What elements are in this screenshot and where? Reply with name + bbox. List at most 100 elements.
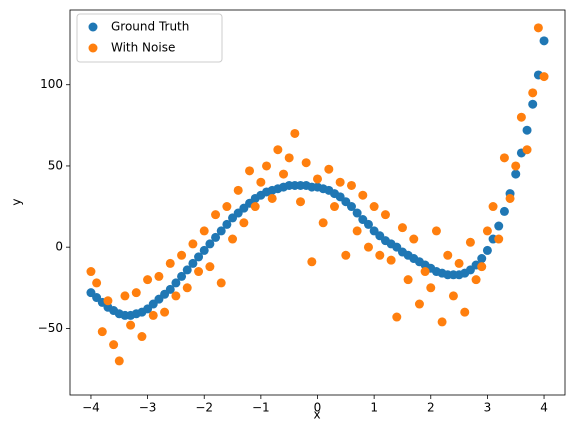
scatter-point [154, 271, 164, 281]
x-tick-label: −4 [82, 401, 100, 415]
scatter-point [409, 234, 419, 244]
scatter-point [380, 210, 390, 220]
scatter-point [431, 226, 441, 236]
scatter-point [375, 250, 385, 260]
scatter-point [143, 275, 153, 285]
legend-label: Ground Truth [111, 20, 189, 34]
scatter-point [205, 262, 215, 272]
scatter-point [539, 72, 549, 82]
scatter-point [522, 145, 532, 155]
scatter-point [443, 250, 453, 260]
scatter-point [397, 223, 407, 233]
scatter-point [273, 145, 283, 155]
scatter-point [165, 284, 175, 294]
scatter-point [228, 234, 238, 244]
scatter-point [216, 278, 226, 288]
scatter-point [437, 317, 447, 327]
scatter-point [296, 197, 306, 207]
scatter-point [313, 174, 322, 184]
scatter-point [194, 252, 204, 262]
scatter-point [522, 125, 532, 135]
scatter-point [245, 166, 255, 176]
scatter-point [199, 245, 209, 255]
x-tick-label: −2 [195, 401, 213, 415]
scatter-point [256, 177, 266, 187]
scatter-point [188, 258, 198, 268]
scatter-point [499, 153, 509, 163]
scatter-point [494, 234, 504, 244]
scatter-point [222, 219, 232, 229]
legend-box [76, 13, 223, 63]
x-tick-label: 1 [370, 401, 378, 415]
scatter-point [92, 278, 102, 288]
scatter-point [352, 226, 362, 236]
scatter-point [114, 356, 124, 366]
scatter-point [511, 161, 521, 171]
scatter-point [182, 265, 192, 275]
scatter-point [335, 177, 345, 187]
scatter-point [267, 193, 277, 203]
x-tick-label: 3 [484, 401, 492, 415]
x-tick-label: −1 [252, 401, 270, 415]
scatter-point [160, 307, 170, 317]
y-tick-label: −50 [38, 321, 63, 335]
scatter-point [284, 153, 294, 163]
scatter-point [233, 185, 243, 195]
scatter-point [318, 218, 328, 228]
y-tick-label: 100 [40, 77, 63, 91]
legend-label: With Noise [111, 41, 175, 55]
scatter-point [420, 267, 430, 277]
scatter-point [262, 161, 272, 171]
scatter-point [239, 218, 249, 228]
scatter-point [205, 239, 215, 249]
scatter-point [177, 250, 187, 260]
scatter-point [222, 202, 232, 212]
scatter-point [301, 158, 311, 168]
scatter-point [403, 275, 413, 285]
scatter-point [448, 291, 458, 301]
scatter-point [454, 258, 464, 268]
scatter-point [171, 278, 181, 288]
scatter-point [182, 283, 192, 293]
scatter-point [499, 206, 509, 216]
scatter-point [194, 267, 204, 277]
scatter-point [131, 288, 141, 298]
scatter-point [199, 226, 209, 236]
scatter-point [477, 262, 487, 272]
scatter-point [137, 332, 147, 342]
scatter-point [109, 340, 119, 350]
scatter-point [369, 202, 379, 212]
scatter-point [148, 310, 158, 320]
scatter-point [426, 283, 436, 293]
scatter-point [279, 169, 289, 179]
scatter-point [211, 232, 221, 242]
scatter-point [471, 275, 481, 285]
scatter-point [539, 36, 549, 46]
x-tick-label: 0 [314, 401, 322, 415]
scatter-point [392, 312, 402, 322]
scatter-point [352, 208, 362, 218]
scatter-point [188, 239, 198, 249]
scatter-point [465, 237, 475, 247]
scatter-point [250, 202, 260, 212]
scatter-point [346, 202, 356, 212]
scatter-point [324, 164, 334, 174]
legend-marker [88, 22, 98, 32]
scatter-point [346, 180, 356, 190]
scatter-point [494, 221, 504, 231]
y-tick-label: 50 [48, 158, 63, 172]
scatter-point [341, 250, 351, 260]
scatter-point [290, 128, 300, 138]
scatter-point [414, 299, 424, 309]
scatter-point [516, 112, 526, 122]
scatter-point [511, 169, 521, 179]
scatter-point [120, 291, 130, 301]
y-axis-label: y [10, 198, 24, 205]
scatter-point [216, 226, 226, 236]
x-tick-label: 4 [540, 401, 548, 415]
y-tick-label: 0 [55, 240, 63, 254]
scatter-point [460, 307, 470, 317]
scatter-point [386, 255, 396, 265]
scatter-point [363, 219, 373, 229]
scatter-point [528, 99, 538, 109]
